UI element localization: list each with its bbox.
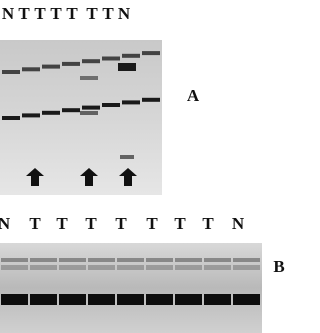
band (1, 258, 28, 262)
band (120, 155, 134, 159)
band (102, 56, 120, 61)
band (117, 294, 144, 305)
band (30, 265, 57, 270)
band (102, 103, 120, 107)
band (88, 258, 115, 262)
lane-label: T (146, 214, 158, 233)
band (88, 265, 115, 270)
band (146, 294, 173, 305)
lane-label: T (34, 4, 46, 23)
band (122, 53, 140, 58)
band (204, 265, 231, 270)
band (1, 265, 28, 270)
band (146, 265, 173, 270)
band (30, 294, 57, 305)
band (204, 294, 231, 305)
band (175, 294, 202, 305)
panel-a-label: A (187, 86, 200, 105)
band (80, 111, 98, 115)
band (2, 70, 20, 74)
arrow (26, 168, 44, 186)
band (82, 105, 100, 110)
figure: A B N T T T T T T NN T T T T T T T N (0, 4, 285, 333)
band (233, 258, 260, 262)
band (175, 265, 202, 270)
band (175, 258, 202, 262)
lane-label: T (115, 214, 127, 233)
band (118, 63, 136, 71)
arrow (119, 168, 137, 186)
lane-label: T (202, 214, 214, 233)
lane-label: T (56, 214, 68, 233)
band (117, 265, 144, 270)
band (62, 108, 80, 113)
band (142, 97, 160, 102)
lane-label: N (118, 4, 131, 23)
band (22, 113, 40, 118)
band (59, 258, 86, 262)
band (122, 100, 140, 105)
band (142, 51, 160, 56)
band (233, 265, 260, 270)
band (62, 61, 80, 66)
band (117, 258, 144, 262)
lane-label: T (18, 4, 30, 23)
band (22, 67, 40, 72)
lane-label: T (29, 214, 41, 233)
band (88, 294, 115, 305)
lane-label: N (2, 4, 15, 23)
band (2, 116, 20, 120)
band (59, 294, 86, 305)
band (80, 76, 98, 80)
arrows (26, 168, 137, 186)
lane-label: T (86, 4, 98, 23)
gel-a (0, 40, 162, 195)
lane-label: N (232, 214, 245, 233)
panel-b-label: B (273, 257, 284, 276)
lane-label: T (66, 4, 78, 23)
band (42, 64, 60, 69)
arrow (80, 168, 98, 186)
band (59, 265, 86, 270)
lane-label: N (0, 214, 11, 233)
lane-label: T (102, 4, 114, 23)
band (82, 59, 100, 64)
gel-b (0, 243, 262, 333)
lane-label: T (85, 214, 97, 233)
band (233, 294, 260, 305)
band (204, 258, 231, 262)
band (1, 294, 28, 305)
lane-label: T (174, 214, 186, 233)
band (30, 258, 57, 262)
lane-label: T (50, 4, 62, 23)
band (146, 258, 173, 262)
band (42, 110, 60, 115)
